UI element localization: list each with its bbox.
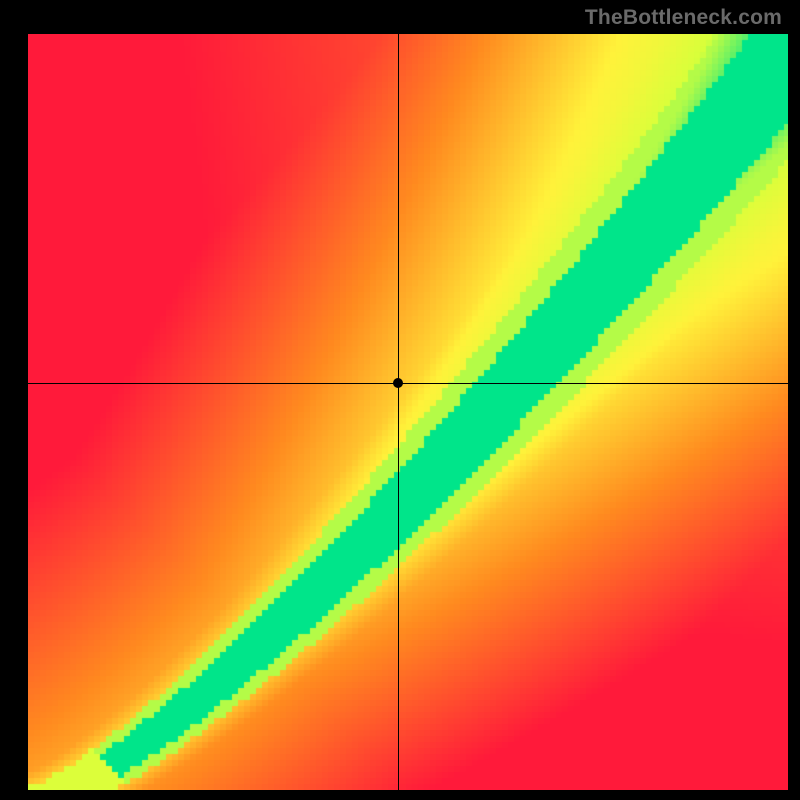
watermark-text: TheBottleneck.com	[585, 6, 782, 30]
crosshair-vertical	[398, 34, 399, 790]
chart-container: TheBottleneck.com	[0, 0, 800, 800]
marker-point	[393, 378, 403, 388]
heatmap-canvas	[28, 34, 788, 790]
crosshair-horizontal	[28, 383, 788, 384]
